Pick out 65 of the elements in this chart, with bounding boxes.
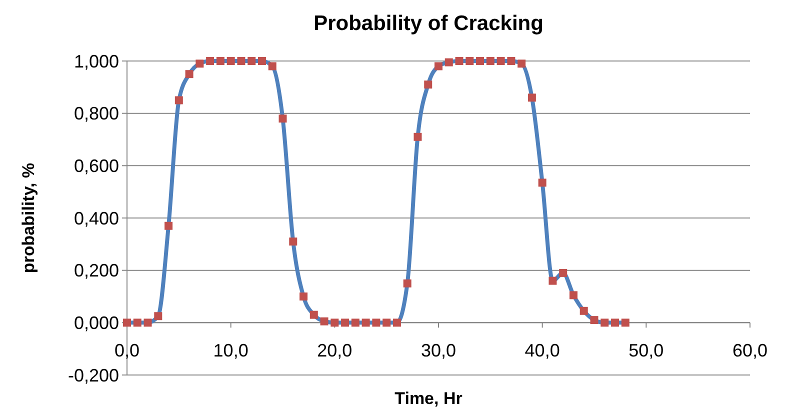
x-tick-label: 30,0 bbox=[420, 340, 456, 361]
y-tick-label: 0,200 bbox=[74, 260, 119, 281]
y-axis-title: probability, % bbox=[19, 162, 38, 274]
point bbox=[496, 57, 505, 65]
point bbox=[434, 62, 442, 70]
point bbox=[144, 318, 152, 327]
point bbox=[611, 318, 620, 327]
point bbox=[559, 268, 568, 277]
point bbox=[486, 57, 494, 65]
point bbox=[226, 57, 235, 65]
point bbox=[372, 318, 380, 327]
point bbox=[507, 57, 516, 65]
point bbox=[206, 57, 214, 65]
point bbox=[341, 318, 350, 327]
x-tick-label: 50,0 bbox=[628, 340, 664, 361]
x-tick-label: 60,0 bbox=[732, 340, 768, 361]
point bbox=[164, 222, 173, 230]
point bbox=[444, 58, 453, 66]
point bbox=[382, 318, 391, 327]
point bbox=[351, 318, 360, 327]
point bbox=[216, 57, 224, 65]
point bbox=[569, 291, 578, 300]
point bbox=[580, 306, 588, 315]
y-tick-label: 0,400 bbox=[74, 208, 119, 228]
point bbox=[133, 318, 142, 327]
point bbox=[590, 316, 598, 324]
point bbox=[310, 310, 318, 319]
point bbox=[455, 57, 464, 65]
y-tick-label: 0,800 bbox=[74, 104, 119, 124]
point bbox=[154, 312, 162, 320]
point bbox=[392, 318, 401, 327]
point bbox=[330, 318, 339, 327]
point bbox=[621, 318, 630, 327]
y-tick-label: 0,000 bbox=[74, 312, 119, 333]
x-tick-label: 0,0 bbox=[114, 340, 140, 361]
point bbox=[278, 114, 287, 123]
point bbox=[424, 80, 432, 89]
y-tick-label: 0,600 bbox=[74, 156, 119, 176]
x-tick-label: 40,0 bbox=[524, 340, 560, 361]
y-tick-label: -0,200 bbox=[68, 365, 119, 386]
point bbox=[196, 60, 204, 68]
point bbox=[476, 57, 484, 65]
point bbox=[268, 62, 276, 70]
point bbox=[548, 276, 557, 285]
point bbox=[466, 57, 474, 65]
point bbox=[237, 57, 246, 65]
point bbox=[518, 60, 526, 68]
point bbox=[414, 132, 422, 141]
point bbox=[174, 96, 183, 104]
point bbox=[403, 279, 412, 288]
y-tick-label: 1,000 bbox=[74, 51, 119, 72]
point bbox=[528, 94, 536, 102]
point bbox=[600, 318, 609, 327]
point bbox=[320, 317, 328, 326]
x-tick-label: 10,0 bbox=[213, 340, 248, 361]
point bbox=[300, 292, 308, 300]
x-tick-label: 20,0 bbox=[317, 340, 352, 361]
point bbox=[185, 70, 194, 78]
x-axis-title: Time, Hr bbox=[394, 389, 463, 408]
point bbox=[289, 238, 298, 246]
chart-title: Probability of Cracking bbox=[314, 12, 544, 35]
point bbox=[248, 57, 256, 65]
point bbox=[538, 178, 546, 187]
point bbox=[362, 318, 370, 327]
point bbox=[258, 57, 266, 65]
